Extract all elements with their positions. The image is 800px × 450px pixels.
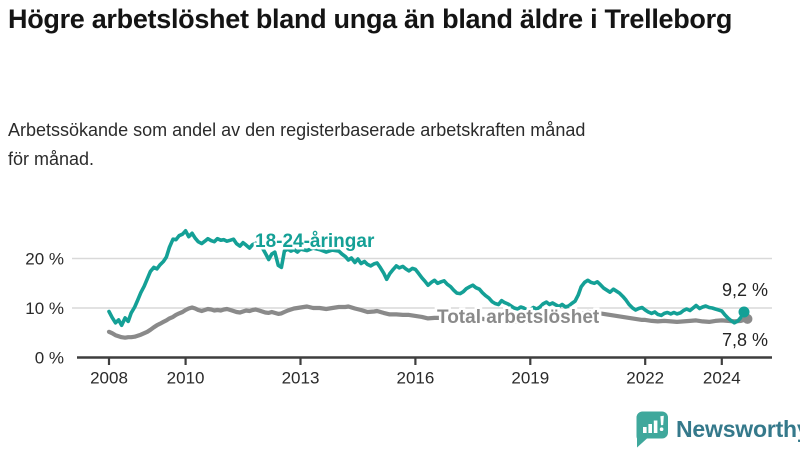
chart-canvas: 0 % 10 % 20 % 2008 2010 2013 2016 2019 2022 2024 1… [25, 228, 772, 388]
newsworthy-logo-text: Newsworthy [676, 416, 800, 442]
unemployment-line-chart: 0 % 10 % 20 % 2008 2010 2013 2016 2019 2022 2024 1… [0, 200, 800, 400]
series-label-youth: 18-24-åringar [255, 231, 375, 252]
chart-subtitle-line1: Arbetssökande som andel av den registerb… [8, 120, 586, 140]
x-axis-tick-label: 2019 [511, 369, 549, 388]
page-title: Högre arbetslöshet bland unga än bland ä… [8, 4, 733, 34]
y-axis-tick-label: 10 % [25, 299, 64, 318]
y-axis-tick-label: 20 % [25, 250, 64, 269]
speech-bubble-shape [636, 411, 668, 448]
chart-subtitle-line2: för månad. [8, 148, 95, 169]
bar-3 [653, 420, 658, 433]
series-label-total: Total arbetslöshet [437, 307, 600, 328]
bar-1 [643, 427, 647, 433]
y-axis-tick-label: 0 % [35, 349, 64, 368]
series-line-total [106, 304, 750, 340]
youth-end-dot [738, 306, 750, 318]
x-axis-tick-label: 2010 [167, 369, 205, 388]
x-axis-tick-label: 2016 [396, 369, 434, 388]
end-value-label-youth: 9,2 % [722, 280, 768, 300]
exclamation-stroke [660, 415, 664, 426]
exclamation-dot [659, 427, 664, 431]
newsworthy-logo: Newsworthy [636, 411, 800, 448]
x-axis-tick-label: 2022 [626, 369, 664, 388]
end-value-label-total: 7,8 % [722, 330, 768, 350]
chart-subtitle: Arbetssökande som andel av den registerb… [8, 116, 788, 174]
bar-chart-speech-bubble-icon [636, 411, 668, 448]
x-axis-tick-label: 2024 [703, 369, 741, 388]
series-line-youth [107, 228, 746, 328]
x-axis-tick-label: 2008 [90, 369, 128, 388]
x-axis-tick-label: 2013 [282, 369, 320, 388]
bar-2 [648, 424, 652, 433]
